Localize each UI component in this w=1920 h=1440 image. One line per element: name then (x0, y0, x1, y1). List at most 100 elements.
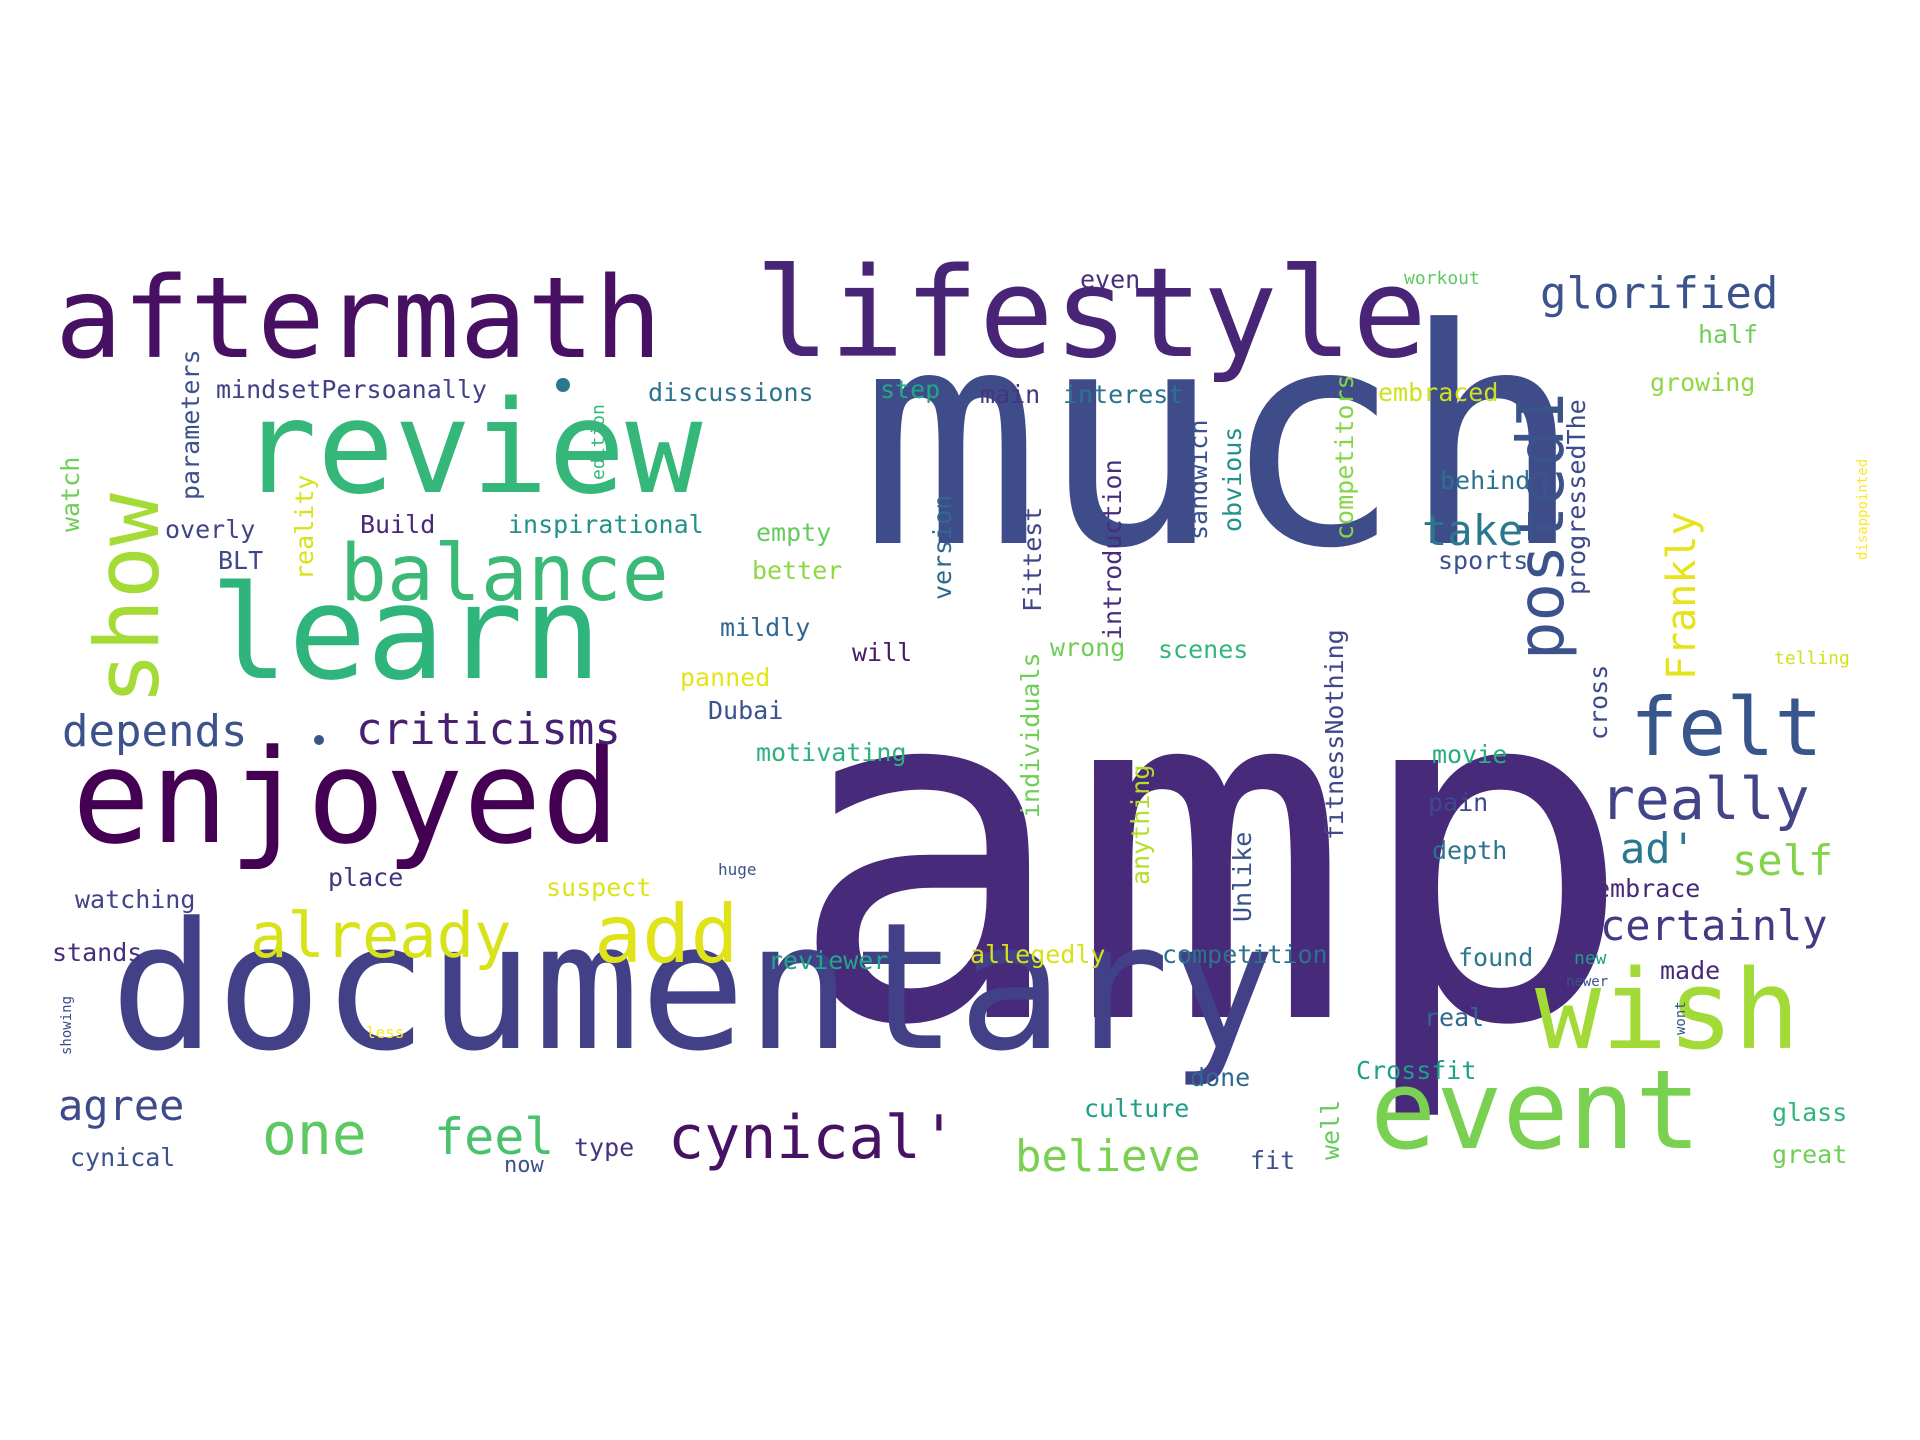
word: half (1698, 320, 1759, 349)
dot-mark (314, 735, 324, 745)
word: reality (290, 474, 319, 580)
word: glorified (1540, 268, 1779, 319)
word: mindsetPersoanally (216, 375, 487, 404)
word: now (504, 1153, 544, 1178)
word: certainly (1600, 901, 1828, 950)
word: version (928, 494, 957, 600)
word: disappointed (1855, 458, 1871, 560)
word: Dubai (708, 696, 784, 725)
word: stands (52, 938, 143, 967)
word: aftermath (55, 254, 662, 384)
word: better (752, 556, 843, 585)
word: BLT (218, 546, 264, 575)
word: allegedly (970, 940, 1106, 969)
word: wont (1673, 1001, 1689, 1035)
word: real (1424, 1003, 1485, 1032)
word: new (1574, 948, 1607, 969)
word: culture (1084, 1094, 1190, 1123)
word: depends (62, 706, 248, 757)
word: wrong (1050, 633, 1126, 662)
word: show (76, 493, 179, 705)
word: scenes (1158, 635, 1249, 664)
word: discussions (648, 378, 814, 407)
word: Frankly (1659, 511, 1705, 680)
word: competitors (1330, 374, 1359, 540)
word: really (1600, 765, 1810, 833)
word: huge (718, 860, 757, 879)
word: ad' (1620, 824, 1696, 873)
word: amp (786, 581, 1635, 1128)
word: place (328, 863, 404, 892)
word: agree (58, 1081, 185, 1130)
word: main (980, 380, 1041, 409)
word: lifestyle (755, 242, 1427, 386)
word: obvious (1218, 426, 1247, 532)
word: panned (680, 663, 771, 692)
word: learn (210, 557, 602, 709)
word: great (1772, 1140, 1848, 1169)
word: behind (1440, 466, 1531, 495)
word: sandwich (1184, 419, 1213, 540)
word: parameters (176, 349, 205, 500)
word: much (860, 265, 1583, 614)
word: watching (75, 885, 196, 914)
word: made (1660, 956, 1721, 985)
word: criticisms (356, 704, 621, 755)
word: less (366, 1023, 405, 1042)
word: Fittest (1018, 506, 1047, 612)
word: individuals (1016, 652, 1045, 818)
word: reviewer (768, 946, 889, 975)
word: will (852, 638, 913, 667)
word: anything (1126, 764, 1155, 885)
word: movie (1432, 740, 1508, 769)
word: telling (1774, 648, 1850, 669)
word: review (240, 374, 703, 523)
word: found (1458, 943, 1534, 972)
word: fit (1250, 1146, 1296, 1175)
word: wish (1535, 946, 1800, 1074)
word: progressedThe (1562, 399, 1591, 595)
word: embraced (1378, 378, 1499, 407)
word: felt (1630, 681, 1823, 774)
word: take (1422, 506, 1524, 555)
word: one (262, 1100, 367, 1168)
word: Build (360, 510, 436, 539)
word: sports (1438, 546, 1529, 575)
word: balance (340, 529, 669, 619)
word: watch (56, 456, 85, 532)
word: edition (588, 404, 609, 480)
word: done (1190, 1063, 1251, 1092)
word: feel (434, 1108, 555, 1166)
word: event (1370, 1046, 1702, 1174)
word: documentary (110, 885, 1276, 1090)
word: embrace (1595, 874, 1701, 903)
word: add (594, 888, 739, 981)
word: pain (1428, 788, 1489, 817)
word: type (574, 1133, 635, 1162)
word: self (1732, 836, 1834, 885)
word: inspirational (508, 510, 704, 539)
word: depth (1432, 836, 1508, 865)
word: fitnessNothing (1320, 629, 1349, 840)
word: mildly (720, 613, 811, 642)
word: newer (1566, 974, 1609, 990)
word: cross (1584, 664, 1613, 740)
word: motivating (756, 738, 907, 767)
word: Crossfit (1356, 1056, 1477, 1085)
word: showing (59, 995, 75, 1055)
word: glass (1772, 1098, 1848, 1127)
word: even (1080, 265, 1141, 294)
word: competition (1162, 940, 1328, 969)
word: interest (1063, 380, 1184, 409)
word: cynical' (668, 1103, 957, 1173)
word: suspect (546, 873, 652, 902)
dot-mark (556, 378, 570, 392)
word: overly (165, 515, 256, 544)
word: cynical (70, 1143, 176, 1172)
word: enjoyed (72, 721, 620, 873)
word: workout (1404, 268, 1480, 289)
word: already (250, 899, 512, 972)
word: step (880, 375, 941, 404)
word: empty (756, 518, 832, 547)
